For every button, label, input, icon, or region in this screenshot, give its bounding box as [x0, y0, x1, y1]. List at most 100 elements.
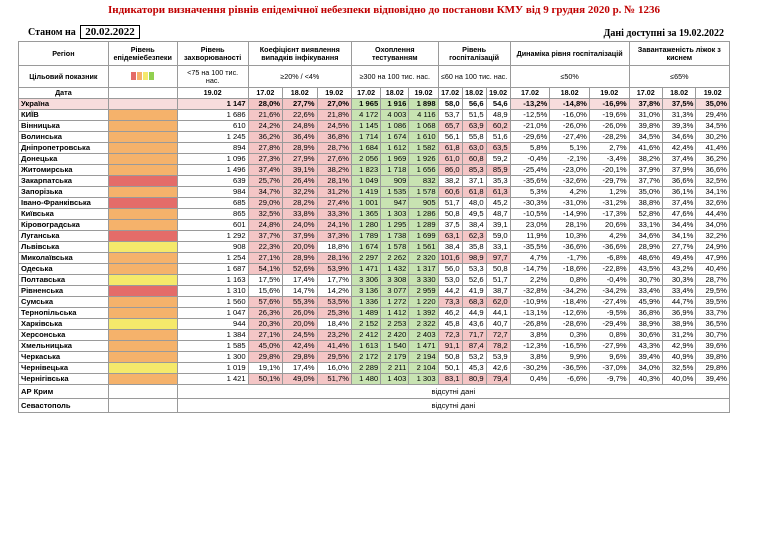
hosp-dynamics-value: -12,5%: [509, 109, 551, 121]
positivity-value: 57,6%: [247, 296, 284, 308]
positivity-value: 24,0%: [282, 219, 318, 231]
positivity-value: 25,3%: [316, 307, 352, 319]
hospitalization-value: 60,2: [485, 120, 511, 132]
region-name: Київська: [18, 208, 109, 220]
testing-value: 1 086: [380, 120, 410, 132]
positivity-value: 37,7%: [247, 230, 284, 242]
hosp-dynamics-value: -14,8%: [549, 98, 590, 110]
hosp-dynamics-value: 2,2%: [509, 274, 551, 286]
positivity-value: 34,7%: [247, 186, 284, 198]
danger-level-cell: [107, 351, 178, 363]
testing-value: 1 789: [350, 230, 382, 242]
oxygen-beds-value: 34,5%: [695, 120, 730, 132]
positivity-value: 24,8%: [247, 219, 284, 231]
positivity-value: 18,4%: [316, 318, 352, 330]
hospitalization-value: 51,7: [437, 197, 463, 209]
hosp-dynamics-value: -25,4%: [509, 164, 551, 176]
hosp-dynamics-value: -30,3%: [509, 197, 551, 209]
testing-value: 1 471: [408, 340, 439, 352]
hosp-dynamics-value: -34,2%: [588, 285, 630, 297]
oxygen-beds-value: 30,3%: [661, 274, 697, 286]
state-label: Станом на: [28, 27, 76, 38]
hosp-dynamics-value: -32,8%: [509, 285, 551, 297]
hospitalization-value: 65,7: [437, 120, 463, 132]
oxygen-beds-value: 36,6%: [695, 164, 730, 176]
hospitalization-value: 98,9: [461, 252, 487, 264]
hospitalization-value: 68,3: [461, 296, 487, 308]
oxygen-beds-value: 34,6%: [661, 131, 697, 143]
hospitalization-value: 85,3: [461, 164, 487, 176]
testing-value: 2 253: [380, 318, 410, 330]
incidence-value: 894: [176, 142, 249, 154]
positivity-value: 32,2%: [282, 186, 318, 198]
region-name: Херсонська: [18, 329, 109, 341]
hosp-dynamics-value: -18,6%: [549, 263, 590, 275]
positivity-value: 28,9%: [282, 142, 318, 154]
danger-level-cell: [107, 274, 178, 286]
testing-value: 1 674: [380, 131, 410, 143]
target-positivity: ≥20% / <4%: [247, 65, 352, 88]
positivity-value: 26,0%: [282, 307, 318, 319]
hosp-dynamics-value: -1,7%: [549, 252, 590, 264]
target-testing: ≥300 на 100 тис. нас.: [350, 65, 439, 88]
table-row: Черкаська 1 300 29,8% 29,8% 29,5% 2 172 2 179 2…: [18, 351, 730, 363]
danger-level-cell: [107, 384, 178, 399]
testing-value: 2 297: [350, 252, 382, 264]
incidence-value: 1 687: [176, 263, 249, 275]
hosp-dynamics-value: -36,6%: [588, 241, 630, 253]
oxygen-beds-value: 36,2%: [695, 153, 730, 165]
hospitalization-value: 43,6: [461, 318, 487, 330]
positivity-value: 39,1%: [282, 164, 318, 176]
oxygen-beds-value: 34,1%: [661, 230, 697, 242]
oxygen-beds-value: 37,4%: [661, 153, 697, 165]
hosp-dynamics-value: -6,8%: [588, 252, 630, 264]
positivity-value: 24,8%: [282, 120, 318, 132]
oxygen-beds-value: 39,3%: [661, 120, 697, 132]
hospitalization-value: 51,6: [485, 131, 511, 143]
col-positivity: Коефіцієнт виявлення випадків інфікуванн…: [247, 41, 352, 66]
positivity-value: 17,4%: [282, 274, 318, 286]
incidence-value: 639: [176, 175, 249, 187]
region-name: Луганська: [18, 230, 109, 242]
hospitalization-value: 61,8: [437, 142, 463, 154]
danger-level-cell: [107, 241, 178, 253]
oxygen-beds-value: 39,6%: [695, 340, 730, 352]
testing-value: 1 303: [408, 373, 439, 385]
testing-value: 1 489: [350, 307, 382, 319]
incidence-value: 1 310: [176, 285, 249, 297]
region-name: Харківська: [18, 318, 109, 330]
region-name: Івано-Франківська: [18, 197, 109, 209]
date-beds-1: 17.02: [628, 87, 663, 99]
target-row: Цільовий показник <75 на 100 тис. нас. ≥…: [18, 65, 731, 88]
hospitalization-value: 40,7: [485, 318, 511, 330]
oxygen-beds-value: 35,0%: [628, 186, 663, 198]
positivity-value: 28,1%: [316, 252, 352, 264]
oxygen-beds-value: 34,0%: [695, 219, 730, 231]
positivity-value: 28,9%: [282, 252, 318, 264]
testing-value: 1 336: [350, 296, 382, 308]
hospitalization-value: 51,7: [485, 274, 511, 286]
region-name: КИЇВ: [18, 109, 109, 121]
table-row: Рівненська 1 310 15,6% 14,7% 14,2% 3 136 3 077…: [18, 285, 730, 297]
testing-value: 1 926: [408, 153, 439, 165]
table-row: Івано-Франківська 685 29,0% 28,2% 27,4% 1 001…: [18, 197, 730, 209]
date-pos-3: 19.02: [316, 87, 352, 99]
hosp-dynamics-value: -26,0%: [549, 120, 590, 132]
testing-value: 1 471: [350, 263, 382, 275]
hosp-dynamics-value: -30,2%: [509, 362, 551, 374]
hospitalization-value: 58,0: [437, 98, 463, 110]
positivity-value: 27,0%: [316, 98, 352, 110]
positivity-value: 36,8%: [316, 131, 352, 143]
hospitalization-value: 48,9: [485, 109, 511, 121]
incidence-value: 865: [176, 208, 249, 220]
testing-value: 909: [380, 175, 410, 187]
danger-level-cell: [107, 109, 178, 121]
region-name: Севастополь: [18, 398, 109, 413]
hospitalization-value: 53,3: [461, 263, 487, 275]
hospitalization-value: 79,4: [485, 373, 511, 385]
danger-level-cell: [107, 307, 178, 319]
hosp-dynamics-value: -28,6%: [549, 318, 590, 330]
positivity-value: 20,0%: [282, 318, 318, 330]
hosp-dynamics-value: -16,9%: [588, 98, 630, 110]
col-incidence: Рівень захворюваності: [176, 41, 249, 66]
